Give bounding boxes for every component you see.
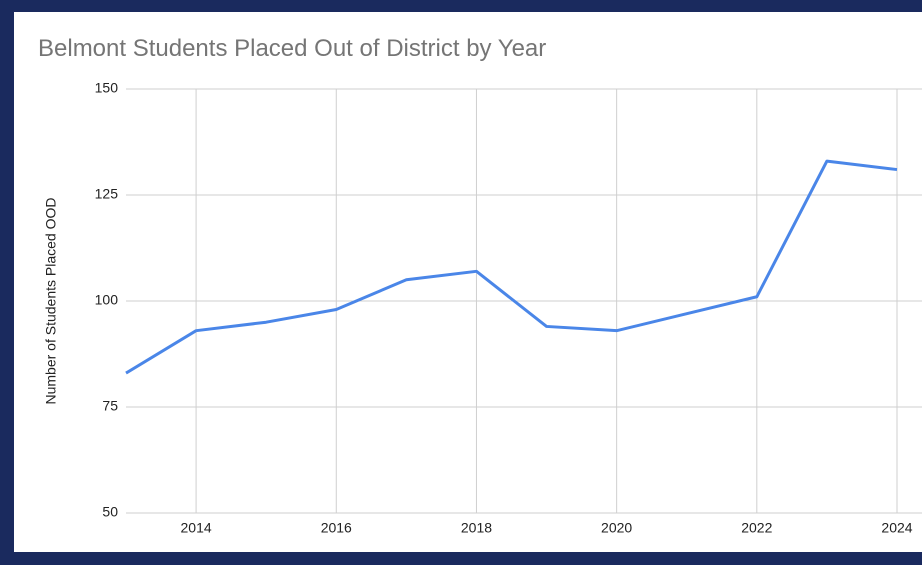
chart-panel <box>14 12 922 552</box>
y-tick-label: 75 <box>102 398 118 414</box>
y-tick-label: 50 <box>102 504 118 520</box>
x-tick-label: 2018 <box>461 520 492 536</box>
data-line <box>125 159 898 375</box>
chart-title: Belmont Students Placed Out of District … <box>38 35 546 62</box>
y-axis-label: Number of Students Placed OOD <box>43 198 59 405</box>
y-tick-label: 100 <box>95 292 119 308</box>
x-tick-label: 2024 <box>881 520 912 536</box>
x-tick-label: 2022 <box>741 520 772 536</box>
y-tick-label: 150 <box>95 80 119 96</box>
x-tick-label: 2016 <box>321 520 352 536</box>
x-tick-label: 2020 <box>601 520 632 536</box>
y-tick-label: 125 <box>95 186 119 202</box>
x-tick-label: 2014 <box>181 520 212 536</box>
